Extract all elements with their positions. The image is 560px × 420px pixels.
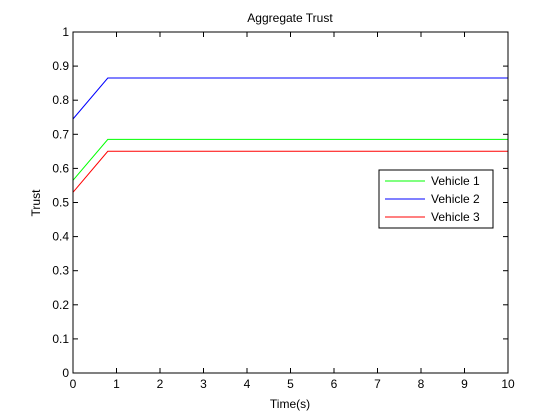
x-tick-label: 2 (157, 377, 164, 391)
y-tick-label: 0.9 (52, 59, 69, 73)
y-axis-label: Trust (29, 189, 43, 217)
x-tick-label: 6 (331, 377, 338, 391)
ticks-layer: 0 1 2 3 4 5 6 7 8 9 10 0 0.1 0.2 0.3 0.4 0.5 0.6 0.7 0.8 0.9… (52, 25, 515, 391)
series-layer (72, 77, 508, 193)
y-tick-label: 0.2 (52, 298, 69, 312)
y-tick-label: 0.3 (52, 264, 69, 278)
legend-label-vehicle-1: Vehicle 1 (431, 174, 480, 188)
y-tick-label: 1 (62, 25, 69, 39)
series-line-vehicle-3 (72, 150, 508, 193)
x-tick-label: 9 (461, 377, 468, 391)
series-line-vehicle-2 (72, 77, 508, 120)
x-tick-label: 7 (374, 377, 381, 391)
x-tick-label: 5 (287, 377, 294, 391)
x-tick-label: 4 (244, 377, 251, 391)
legend: Vehicle 1 Vehicle 2 Vehicle 3 (378, 169, 494, 229)
x-tick-label: 3 (200, 377, 207, 391)
x-tick-label: 8 (418, 377, 425, 391)
legend-label-vehicle-2: Vehicle 2 (431, 192, 480, 206)
x-axis-label: Time(s) (270, 397, 310, 411)
y-tick-label: 0.5 (52, 196, 69, 210)
legend-label-vehicle-3: Vehicle 3 (431, 210, 480, 224)
x-tick-label: 10 (501, 377, 515, 391)
y-tick-label: 0.1 (52, 332, 69, 346)
x-tick-label: 1 (113, 377, 120, 391)
chart-title: Aggregate Trust (247, 11, 333, 25)
y-tick-label: 0.8 (52, 93, 69, 107)
y-tick-label: 0.7 (52, 127, 69, 141)
y-tick-label: 0.6 (52, 161, 69, 175)
y-tick-label: 0.4 (52, 230, 69, 244)
y-tick-label: 0 (62, 366, 69, 380)
x-tick-label: 0 (70, 377, 77, 391)
series-line-vehicle-1 (72, 138, 508, 181)
